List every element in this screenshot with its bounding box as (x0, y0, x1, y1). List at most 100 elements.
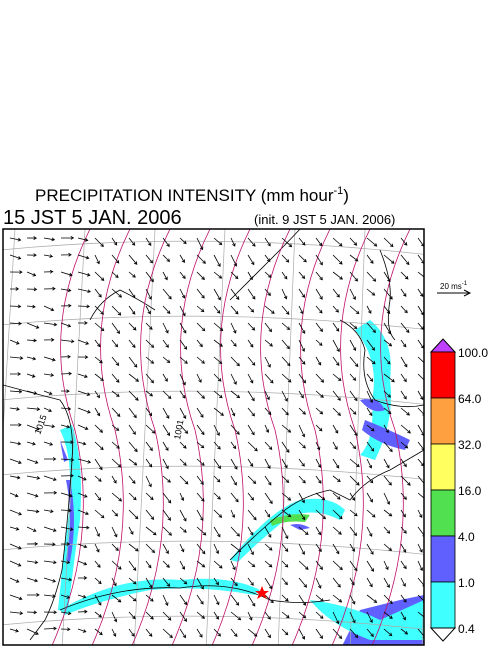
wind-arrow (26, 593, 40, 597)
colorbar-segment (430, 351, 456, 399)
wind-arrow (111, 441, 120, 449)
contour-label: 1001 (172, 419, 185, 440)
wind-arrow (111, 288, 123, 298)
wind-arrow (162, 237, 170, 247)
wind-arrow (213, 543, 220, 555)
wind-arrow (349, 390, 358, 402)
colorbar-label: 0.4 (458, 622, 475, 636)
wind-arrow (264, 424, 270, 433)
wind-arrow (298, 407, 306, 415)
wind-arrow (264, 271, 272, 278)
wind-arrow (179, 390, 186, 399)
wind-arrow (128, 390, 139, 401)
wind-arrow (60, 406, 72, 411)
wind-arrow (60, 322, 72, 328)
wind-arrow (145, 271, 154, 283)
wind-arrow (281, 526, 289, 540)
wind-arrow (162, 390, 172, 400)
wind-arrow (298, 577, 308, 588)
wind-arrow (128, 560, 137, 572)
wind-arrow (213, 390, 223, 399)
wind-arrow (247, 594, 256, 607)
wind-arrow (332, 526, 342, 535)
wind-arrow (315, 305, 323, 314)
wind-arrow (77, 321, 88, 325)
wind-arrow (145, 441, 153, 452)
wind-arrow (230, 305, 239, 315)
wind-arrow (366, 526, 373, 537)
wind-arrow (315, 492, 326, 501)
map: 1015 1001 (2, 228, 425, 646)
wind-arrow (128, 339, 136, 349)
wind-arrow (9, 441, 22, 446)
wind-arrow (128, 492, 137, 501)
wind-arrow (366, 509, 376, 518)
wind-arrow (43, 356, 56, 362)
wind-arrow (230, 475, 237, 486)
wind-arrow (264, 543, 273, 551)
wind-arrow (196, 339, 203, 348)
wind-arrow (332, 356, 340, 366)
wind-arrow (162, 322, 169, 334)
wind-arrow (111, 475, 117, 484)
wind-arrow (145, 526, 157, 536)
wind-arrow (247, 424, 255, 436)
wind-arrow (349, 560, 358, 572)
wind-arrow (400, 543, 407, 553)
wind-arrow (43, 424, 56, 429)
wind-arrow (94, 407, 101, 417)
wind-arrow (264, 526, 272, 538)
wind-arrow (128, 356, 138, 368)
wind-arrow (383, 271, 391, 283)
wind-arrow (179, 322, 187, 334)
wind-arrow (94, 356, 103, 364)
wind-arrow (298, 458, 305, 467)
wind-arrow (247, 390, 255, 402)
wind-arrow (230, 254, 238, 267)
wind-arrow (162, 628, 173, 639)
wind-arrow (26, 492, 39, 498)
colorbar-label: 4.0 (458, 530, 475, 544)
wind-arrow (264, 322, 272, 333)
wind-arrow (298, 373, 306, 384)
wind-arrow (332, 628, 343, 640)
wind-arrow (128, 237, 136, 246)
wind-arrow (298, 594, 306, 606)
wind-arrow (349, 254, 359, 262)
wind-arrow (247, 526, 254, 536)
wind-arrow (196, 254, 206, 264)
wind-arrow (162, 475, 171, 483)
wind-arrow (247, 237, 256, 247)
wind-arrow (9, 372, 22, 376)
wind-arrow (179, 441, 187, 449)
wind-arrow (94, 543, 100, 553)
wind-arrow (366, 594, 378, 603)
wind-arrow (43, 407, 53, 413)
wind-arrow (315, 526, 322, 536)
wind-arrow (128, 509, 139, 520)
wind-arrow (43, 373, 55, 377)
wind-arrow (298, 441, 306, 449)
wind-arrow (213, 288, 221, 301)
wind-arrow (26, 475, 41, 480)
wind-arrow (213, 237, 223, 246)
wind-arrow (77, 271, 91, 277)
wind-arrow (145, 305, 151, 315)
isobar (131, 229, 171, 645)
wind-arrow (94, 288, 102, 298)
wind-arrow (162, 492, 172, 504)
wind-arrow (247, 271, 253, 281)
wind-arrow (315, 475, 322, 484)
wind-arrow (400, 237, 408, 246)
wind-arrow (281, 594, 289, 602)
wind-arrow (77, 560, 88, 566)
wind-arrow (332, 373, 342, 382)
wind-arrow (77, 407, 91, 414)
wind-arrow (77, 373, 88, 379)
wind-arrow (179, 373, 186, 386)
wind-arrow (77, 355, 89, 359)
wind-arrow (349, 237, 358, 246)
wind-arrow (332, 492, 341, 500)
wind-arrow (128, 271, 136, 278)
wind-arrow (383, 390, 391, 398)
